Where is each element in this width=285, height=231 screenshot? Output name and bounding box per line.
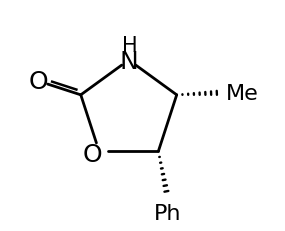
Text: N: N (119, 50, 138, 74)
Text: O: O (28, 70, 48, 94)
Text: H: H (122, 36, 138, 56)
Text: O: O (82, 142, 102, 166)
Text: Me: Me (226, 83, 259, 103)
Text: Ph: Ph (154, 203, 181, 223)
